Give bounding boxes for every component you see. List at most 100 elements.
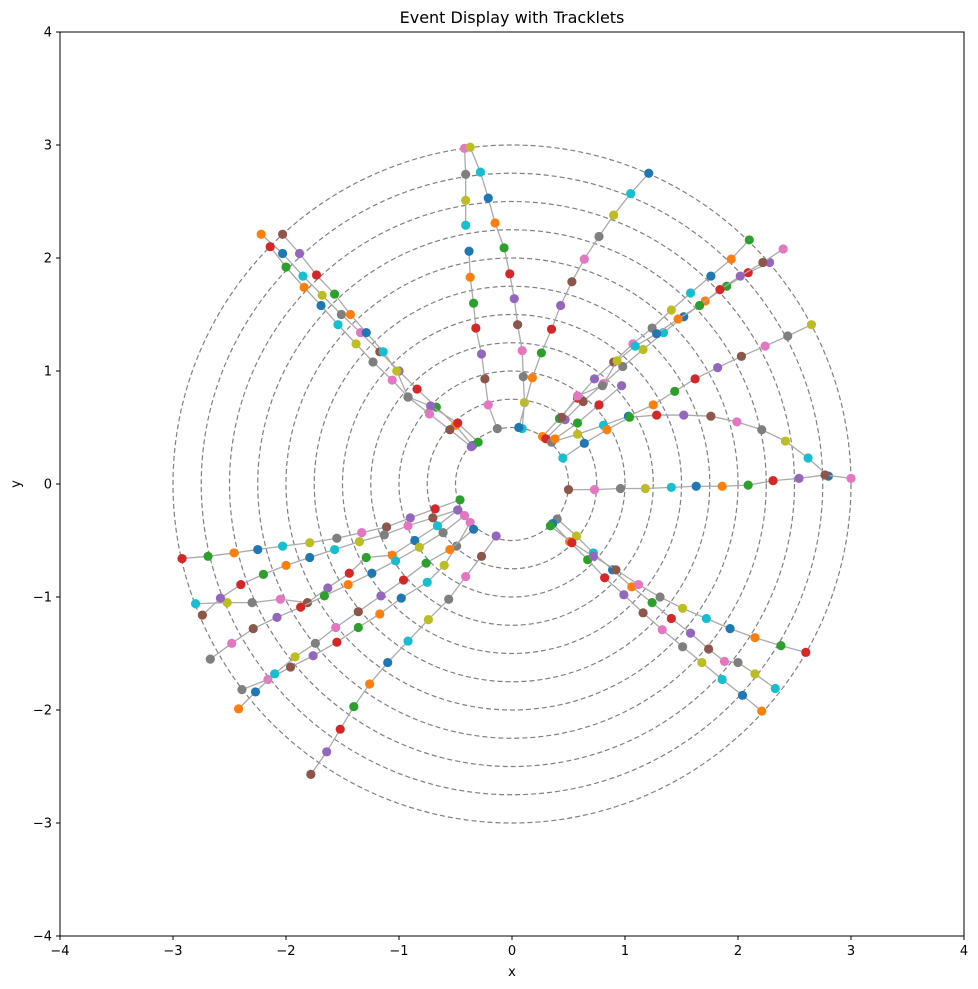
hit-point [644,168,654,178]
hit-point [343,579,353,590]
tracklet-3 [278,229,476,452]
x-tick-label: 4 [960,944,968,959]
hit-point [589,485,600,495]
hit-point [666,482,676,492]
hit-point [430,504,440,514]
tracklet-14 [563,470,856,495]
hit-point [572,429,583,439]
hit-point [465,272,475,282]
hit-point [611,565,621,575]
hit-point [426,401,436,411]
hit-point [630,341,640,351]
hit-point [594,231,604,242]
tracklet-21 [233,524,479,714]
hit-point [579,438,589,448]
y-tick-label: −3 [33,817,52,832]
hit-point [483,400,493,410]
hit-point [351,339,361,349]
hit-point [648,400,658,410]
hit-point [465,142,475,152]
hit-point [191,599,201,609]
hit-point [757,706,767,716]
hit-point [332,637,342,647]
x-tick-label: −1 [389,944,408,959]
hit-point [247,598,257,608]
detector-layer-3 [398,370,626,598]
hit-point [545,521,556,531]
hit-point [465,517,475,528]
hit-point [285,662,296,672]
hit-point [594,400,604,410]
hit-point [345,309,356,320]
hit-point [294,248,305,259]
hit-point [368,357,378,367]
hit-point [701,613,711,624]
hit-point [396,593,406,603]
hit-point [353,622,363,633]
hit-point [275,594,285,604]
hit-point [563,485,574,495]
tracklet-22 [177,495,465,564]
hit-point [647,598,657,608]
hit-point [296,602,306,612]
hit-point [308,651,318,661]
hit-point [331,622,341,633]
hit-point [229,548,239,558]
hit-point [378,347,388,357]
hit-point [483,193,493,203]
hit-point [619,590,629,600]
hit-point [233,704,244,714]
hit-point [505,269,515,279]
tracklet-6 [465,142,530,434]
hit-point [492,424,502,434]
hit-point [597,381,608,391]
hit-point [445,425,455,435]
hit-point [383,657,393,668]
y-axis-ticks: −4 −3 −2 −1 0 1 2 3 4 [33,26,60,945]
hit-point [414,542,424,552]
hit-point [237,685,247,695]
hit-point [750,633,760,643]
hit-point [278,541,288,551]
tracklet-19 [237,517,475,695]
hit-point [517,346,527,356]
tracklet-7 [514,168,654,433]
hit-point [298,271,308,281]
hit-point [638,344,648,355]
hit-point [806,320,817,330]
hit-point [205,654,215,664]
x-axis-label: x [508,965,516,980]
hit-point [281,560,291,570]
hit-point [536,348,546,358]
hit-point [197,610,207,620]
hit-point [445,544,455,555]
hit-point [361,327,371,338]
x-tick-label: 2 [734,944,742,959]
hit-point [697,657,707,668]
hit-point [678,642,688,652]
hit-point [617,381,627,391]
hit-point [572,391,583,401]
hit-point [725,624,735,634]
tracklet-23 [197,505,463,620]
hit-point [455,495,465,505]
hit-point [567,538,577,548]
hit-point [323,583,333,593]
hit-point [203,551,213,561]
x-tick-label: −2 [276,944,295,959]
hit-point [322,747,332,757]
hit-point [361,552,371,563]
hit-point [673,314,683,324]
hit-point [475,167,485,177]
y-tick-label: 2 [44,252,52,267]
tracklet-17 [545,521,811,657]
hit-point [464,246,474,256]
hit-point [550,434,560,444]
hit-point [690,374,700,384]
hit-point [801,647,811,657]
hit-point [794,473,804,483]
hit-point [306,769,316,780]
hit-point [803,453,813,463]
hit-point [572,418,583,428]
